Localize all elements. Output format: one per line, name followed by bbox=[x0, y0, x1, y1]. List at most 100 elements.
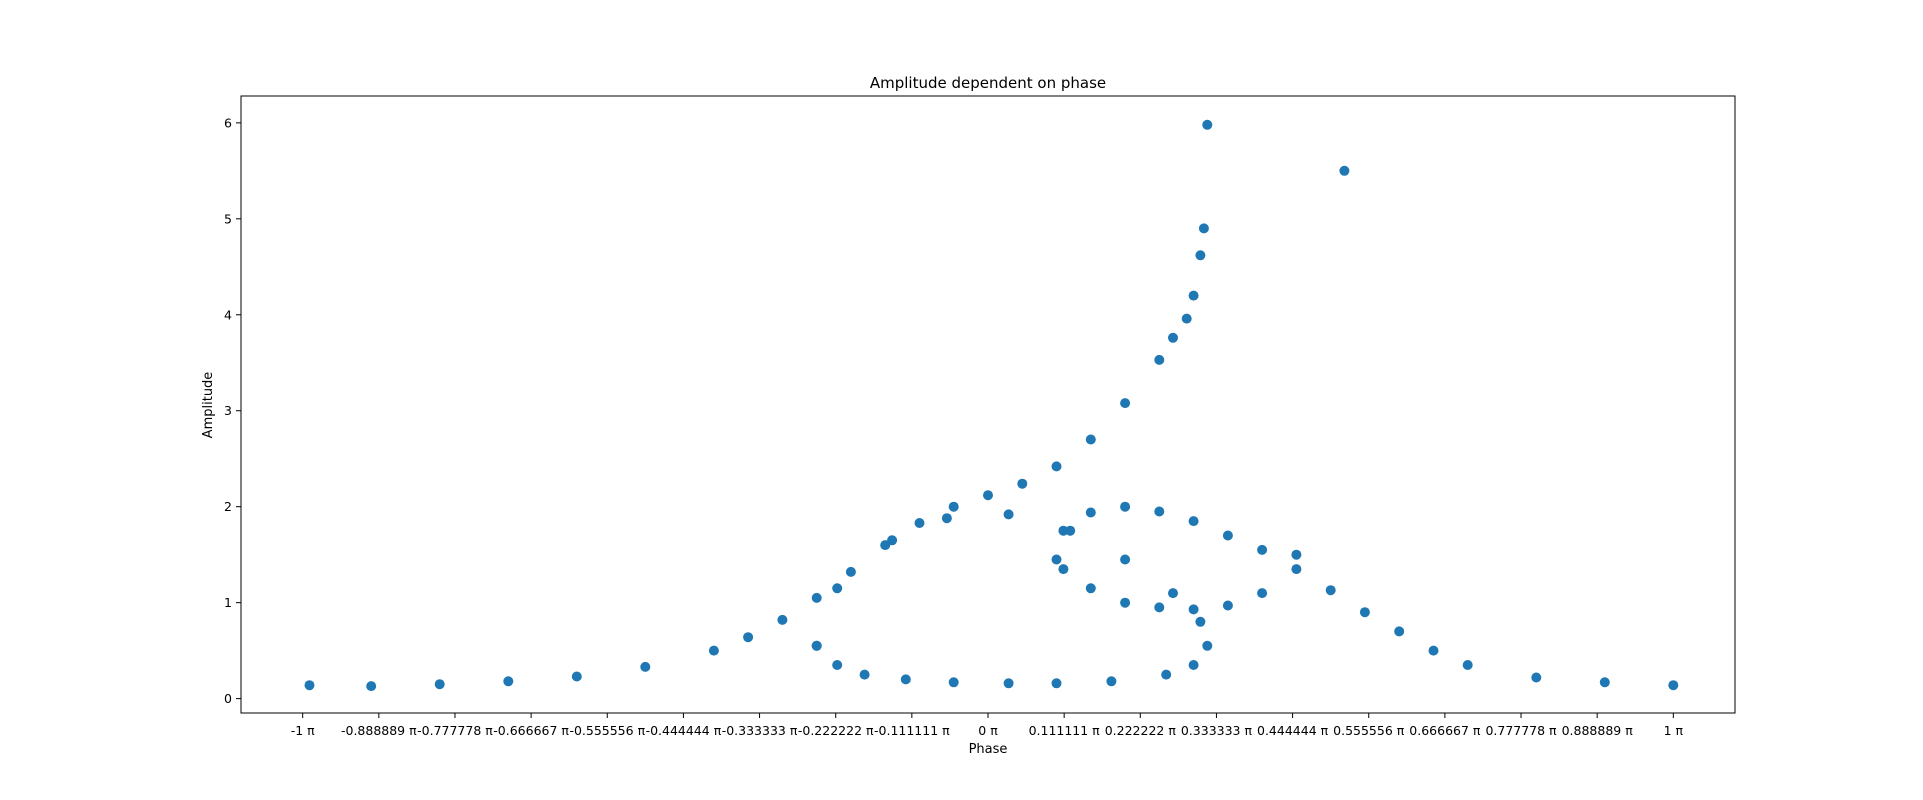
chart-title: Amplitude dependent on phase bbox=[870, 74, 1106, 92]
x-tick-label: 0.222222 π bbox=[1105, 723, 1177, 738]
data-point bbox=[1085, 507, 1096, 518]
x-tick-label: 0 π bbox=[978, 723, 998, 738]
data-point bbox=[1202, 640, 1213, 651]
data-point bbox=[571, 671, 582, 682]
data-point bbox=[1181, 313, 1192, 324]
y-tick-label: 5 bbox=[224, 211, 232, 226]
data-point bbox=[1531, 672, 1542, 683]
data-point bbox=[1222, 600, 1233, 611]
x-axis-ticks: -1 π -0.888889 π -0.777778 π -0.666667 π -0.… bbox=[291, 713, 1684, 738]
data-point bbox=[948, 501, 959, 512]
data-point bbox=[1161, 669, 1172, 680]
data-point bbox=[1106, 676, 1117, 687]
data-point bbox=[1291, 549, 1302, 560]
data-point bbox=[1120, 398, 1131, 409]
data-point bbox=[832, 660, 843, 670]
data-point bbox=[1462, 660, 1473, 670]
data-point bbox=[1339, 165, 1350, 176]
data-point bbox=[941, 513, 952, 524]
data-point bbox=[304, 680, 315, 691]
data-point bbox=[1120, 501, 1131, 512]
x-tick-label: 0.333333 π bbox=[1181, 723, 1253, 738]
x-tick-label: 0.555556 π bbox=[1333, 723, 1405, 738]
data-point bbox=[640, 661, 651, 672]
data-point bbox=[1325, 585, 1336, 596]
data-point bbox=[1168, 588, 1178, 599]
x-tick-label: -0.333333 π bbox=[722, 723, 798, 738]
x-tick-label: 0.777778 π bbox=[1485, 723, 1557, 738]
data-point bbox=[1188, 604, 1199, 615]
data-point bbox=[1120, 597, 1131, 608]
y-tick-label: 2 bbox=[224, 499, 232, 514]
x-tick-label: 0.444444 π bbox=[1257, 723, 1329, 738]
x-tick-label: -0.777778 π bbox=[417, 723, 493, 738]
y-tick-label: 4 bbox=[224, 307, 232, 322]
x-tick-label: 0.666667 π bbox=[1409, 723, 1481, 738]
data-point bbox=[1003, 509, 1014, 520]
x-tick-label: 0.888889 π bbox=[1562, 723, 1634, 738]
data-point bbox=[1154, 602, 1165, 613]
x-axis-label: Phase bbox=[969, 742, 1008, 757]
data-point bbox=[1222, 530, 1233, 541]
data-point bbox=[708, 645, 719, 656]
data-point bbox=[434, 679, 445, 690]
x-tick-label: -0.555556 π bbox=[569, 723, 645, 738]
data-point bbox=[1085, 434, 1096, 445]
data-point bbox=[914, 518, 925, 528]
data-point bbox=[1154, 354, 1165, 365]
data-point bbox=[1188, 290, 1199, 301]
x-tick-label: -0.888889 π bbox=[341, 723, 417, 738]
data-point bbox=[1394, 626, 1405, 637]
data-point bbox=[1154, 506, 1165, 517]
data-point bbox=[1668, 680, 1679, 691]
data-point bbox=[1257, 588, 1268, 599]
x-tick-label: -0.111111 π bbox=[874, 723, 950, 738]
data-point bbox=[1195, 616, 1206, 627]
data-point bbox=[1003, 678, 1014, 689]
data-point bbox=[777, 614, 788, 625]
data-point bbox=[900, 674, 911, 685]
y-tick-label: 0 bbox=[224, 691, 232, 706]
data-point bbox=[743, 632, 754, 643]
x-tick-label: -1 π bbox=[291, 723, 315, 738]
data-point bbox=[366, 681, 377, 692]
x-tick-label: -0.222222 π bbox=[798, 723, 874, 738]
data-point bbox=[845, 566, 856, 577]
data-point bbox=[948, 677, 959, 688]
data-point bbox=[1599, 677, 1610, 688]
data-point bbox=[1195, 250, 1206, 261]
data-point bbox=[1051, 554, 1062, 565]
y-axis-label: Amplitude bbox=[201, 372, 216, 439]
data-point bbox=[1168, 332, 1178, 343]
data-point bbox=[811, 592, 822, 603]
data-point bbox=[983, 490, 993, 501]
y-tick-label: 3 bbox=[224, 403, 232, 418]
data-point bbox=[1188, 660, 1199, 670]
y-axis-ticks: 0 1 2 3 4 5 6 bbox=[224, 115, 241, 706]
data-point bbox=[1198, 223, 1209, 234]
data-point bbox=[1051, 678, 1062, 689]
y-tick-label: 6 bbox=[224, 115, 232, 130]
y-tick-label: 1 bbox=[224, 595, 232, 610]
data-point bbox=[1291, 564, 1302, 575]
data-point bbox=[1065, 525, 1076, 536]
data-point bbox=[859, 669, 870, 680]
data-point bbox=[1085, 583, 1096, 594]
x-tick-label: -0.444444 π bbox=[646, 723, 722, 738]
data-point bbox=[1202, 119, 1213, 130]
data-point bbox=[1058, 564, 1069, 575]
data-point bbox=[1120, 554, 1131, 565]
data-point bbox=[1051, 461, 1062, 472]
data-point bbox=[1017, 478, 1028, 489]
data-point bbox=[1359, 607, 1370, 618]
x-tick-label: 0.111111 π bbox=[1029, 723, 1101, 738]
data-point bbox=[1428, 645, 1439, 656]
x-tick-label: 1 π bbox=[1664, 723, 1684, 738]
data-point bbox=[1188, 516, 1199, 527]
x-tick-label: -0.666667 π bbox=[493, 723, 569, 738]
data-point bbox=[1257, 544, 1268, 555]
data-point bbox=[887, 535, 898, 546]
data-point bbox=[503, 676, 514, 687]
data-points bbox=[304, 119, 1679, 692]
